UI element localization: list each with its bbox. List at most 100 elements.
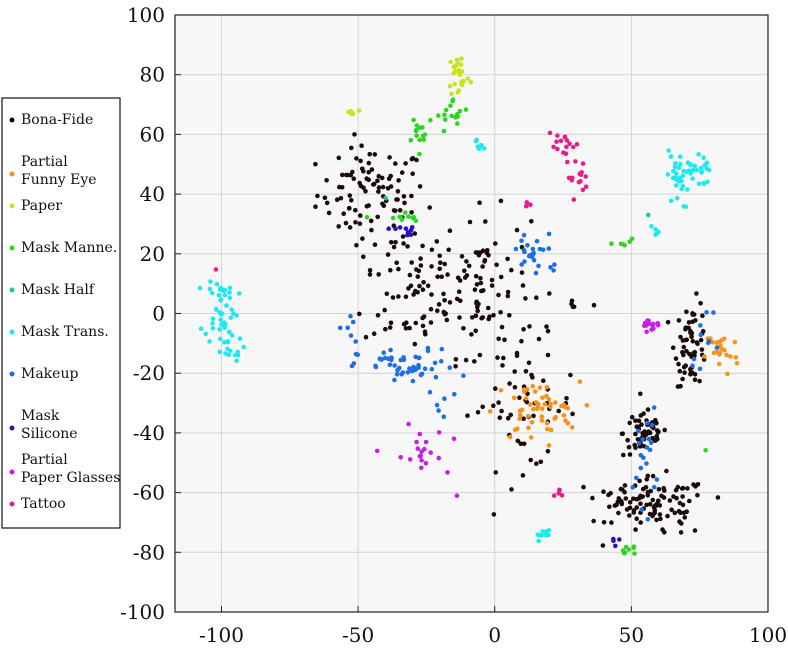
data-point	[551, 493, 557, 498]
data-point	[678, 161, 683, 167]
data-point	[693, 484, 698, 489]
data-point	[519, 238, 524, 244]
data-point	[661, 485, 666, 491]
data-point	[439, 274, 445, 280]
data-point	[453, 364, 458, 369]
data-point	[715, 495, 721, 500]
data-point	[436, 430, 442, 435]
data-point	[500, 363, 505, 368]
data-point	[644, 502, 649, 508]
data-point	[409, 193, 414, 199]
data-point	[437, 266, 443, 272]
data-point	[476, 146, 482, 152]
data-point	[384, 291, 390, 297]
data-point	[509, 267, 514, 273]
data-point	[366, 203, 372, 208]
data-point	[525, 243, 530, 248]
y-tick-label: 0	[152, 302, 165, 326]
data-point	[548, 265, 553, 270]
data-point	[353, 220, 358, 225]
data-point	[631, 508, 637, 513]
data-point	[638, 501, 643, 507]
data-point	[313, 204, 318, 209]
data-point	[642, 429, 647, 434]
data-point	[547, 130, 553, 136]
data-point	[376, 173, 382, 179]
data-point	[481, 288, 486, 293]
data-point	[343, 220, 349, 226]
data-point	[678, 530, 684, 535]
data-point	[372, 152, 378, 157]
data-point	[347, 225, 353, 230]
data-point	[627, 500, 633, 505]
data-point	[414, 267, 419, 272]
data-point	[237, 336, 243, 341]
data-point	[531, 250, 536, 256]
data-point	[695, 492, 700, 498]
data-point	[217, 287, 223, 292]
data-point	[210, 321, 215, 326]
data-point	[451, 436, 457, 442]
data-point	[701, 155, 706, 160]
data-point	[508, 412, 513, 418]
data-point	[409, 368, 415, 374]
data-point	[478, 280, 484, 286]
data-point	[473, 273, 479, 279]
data-point	[623, 496, 629, 501]
data-point	[567, 141, 572, 146]
data-point	[399, 170, 405, 175]
data-point	[633, 527, 638, 532]
data-point	[447, 365, 453, 371]
data-point	[734, 361, 740, 366]
data-point	[521, 232, 527, 238]
data-point	[548, 427, 554, 433]
data-point	[386, 226, 392, 231]
data-point	[690, 363, 695, 369]
data-point	[645, 407, 651, 412]
data-point	[654, 501, 660, 506]
data-point	[438, 260, 443, 266]
data-point	[616, 510, 621, 516]
data-point	[515, 438, 521, 444]
data-point	[675, 484, 681, 490]
data-point	[348, 172, 354, 178]
data-point	[388, 173, 394, 179]
data-point	[517, 416, 522, 422]
data-point	[407, 457, 413, 462]
data-point	[591, 302, 597, 308]
data-point	[679, 486, 685, 491]
data-point	[552, 262, 557, 267]
series-mask-trans.	[197, 137, 712, 544]
data-point	[360, 166, 365, 172]
data-point	[420, 133, 426, 139]
data-point	[338, 195, 344, 201]
data-point	[671, 494, 676, 499]
data-point	[425, 348, 431, 354]
data-point	[421, 137, 427, 142]
data-point	[682, 370, 687, 375]
data-point	[540, 529, 545, 534]
data-point	[403, 210, 408, 215]
data-point	[700, 328, 706, 334]
data-point	[447, 83, 453, 89]
data-point	[388, 320, 394, 326]
data-point	[619, 431, 625, 437]
data-point	[534, 406, 540, 412]
data-point	[432, 360, 438, 366]
grid-lines	[175, 14, 769, 613]
data-point	[217, 327, 222, 332]
data-point	[407, 325, 412, 331]
data-point	[648, 440, 654, 446]
data-point	[521, 441, 527, 447]
data-point	[388, 267, 393, 273]
legend-marker	[9, 245, 15, 251]
data-point	[618, 241, 624, 247]
legend-marker	[9, 469, 15, 475]
data-point	[393, 226, 398, 232]
data-point	[394, 372, 400, 377]
data-point	[559, 493, 565, 498]
data-point	[420, 323, 426, 329]
data-point	[562, 134, 568, 140]
data-point	[621, 452, 626, 458]
data-point	[645, 517, 651, 522]
